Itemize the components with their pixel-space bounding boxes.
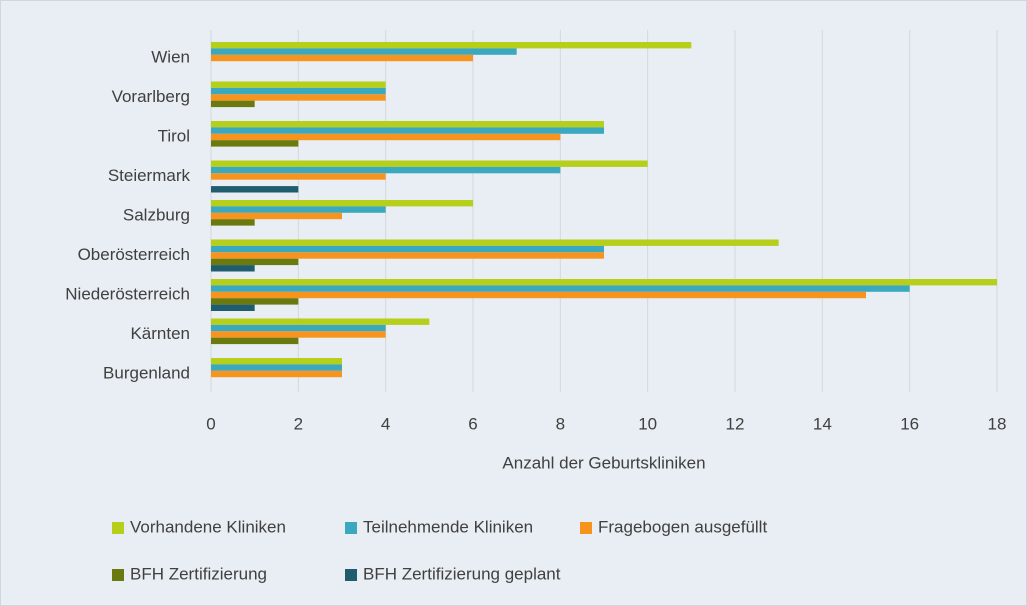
legend-label: Teilnehmende Kliniken <box>363 517 533 536</box>
bar <box>211 206 386 213</box>
y-tick-label: Kärnten <box>130 324 190 343</box>
bar <box>211 81 386 88</box>
bar <box>211 337 299 345</box>
bar <box>211 100 255 108</box>
bar <box>211 245 604 253</box>
legend-swatch <box>345 522 357 534</box>
bar <box>211 285 910 292</box>
legend-swatch <box>112 569 124 581</box>
legend-label: Fragebogen ausgefüllt <box>598 517 767 536</box>
legend-label: Vorhandene Kliniken <box>130 517 286 536</box>
bar <box>211 318 430 325</box>
y-tick-label: Salzburg <box>123 205 190 224</box>
x-tick-label: 16 <box>900 414 919 433</box>
y-tick-label: Oberösterreich <box>78 245 190 264</box>
bar <box>211 364 342 371</box>
x-tick-label: 10 <box>638 414 657 433</box>
bar <box>211 279 997 286</box>
bar <box>211 42 692 49</box>
y-tick-label: Burgenland <box>103 363 190 382</box>
bar <box>211 94 386 101</box>
bar <box>211 186 299 193</box>
bar <box>211 239 779 246</box>
bar <box>211 173 386 180</box>
y-tick-label: Tirol <box>158 126 190 145</box>
bar <box>211 291 866 299</box>
legend-swatch <box>345 569 357 581</box>
bar <box>211 258 299 266</box>
bar <box>211 87 386 95</box>
y-tick-label: Wien <box>151 47 190 66</box>
x-axis-title: Anzahl der Geburtskliniken <box>502 453 705 472</box>
bar <box>211 370 342 378</box>
bar <box>211 200 473 207</box>
bar <box>211 358 342 365</box>
bar <box>211 331 386 338</box>
bar <box>211 324 386 332</box>
x-tick-label: 8 <box>556 414 565 433</box>
x-tick-label: 4 <box>381 414 390 433</box>
x-tick-label: 2 <box>294 414 303 433</box>
bar <box>211 252 604 259</box>
legend-swatch <box>580 522 592 534</box>
bar <box>211 54 473 62</box>
bar <box>211 48 517 55</box>
legend-label: BFH Zertifizierung geplant <box>363 564 561 583</box>
bar <box>211 212 342 220</box>
bar <box>211 166 561 174</box>
x-tick-label: 0 <box>206 414 215 433</box>
y-tick-label: Niederösterreich <box>65 284 190 303</box>
legend-swatch <box>112 522 124 534</box>
bar <box>211 121 604 128</box>
bar <box>211 127 604 134</box>
y-tick-label: Vorarlberg <box>112 87 190 106</box>
bar <box>211 160 648 167</box>
bar <box>211 219 255 226</box>
bar <box>211 265 255 272</box>
x-tick-label: 14 <box>813 414 832 433</box>
bar <box>211 304 255 311</box>
bar <box>211 133 561 141</box>
x-tick-label: 18 <box>988 414 1007 433</box>
x-tick-label: 12 <box>726 414 745 433</box>
legend-label: BFH Zertifizierung <box>130 564 267 583</box>
bar <box>211 298 299 305</box>
y-tick-label: Steiermark <box>108 166 191 185</box>
bar <box>211 140 299 147</box>
x-tick-label: 6 <box>468 414 477 433</box>
